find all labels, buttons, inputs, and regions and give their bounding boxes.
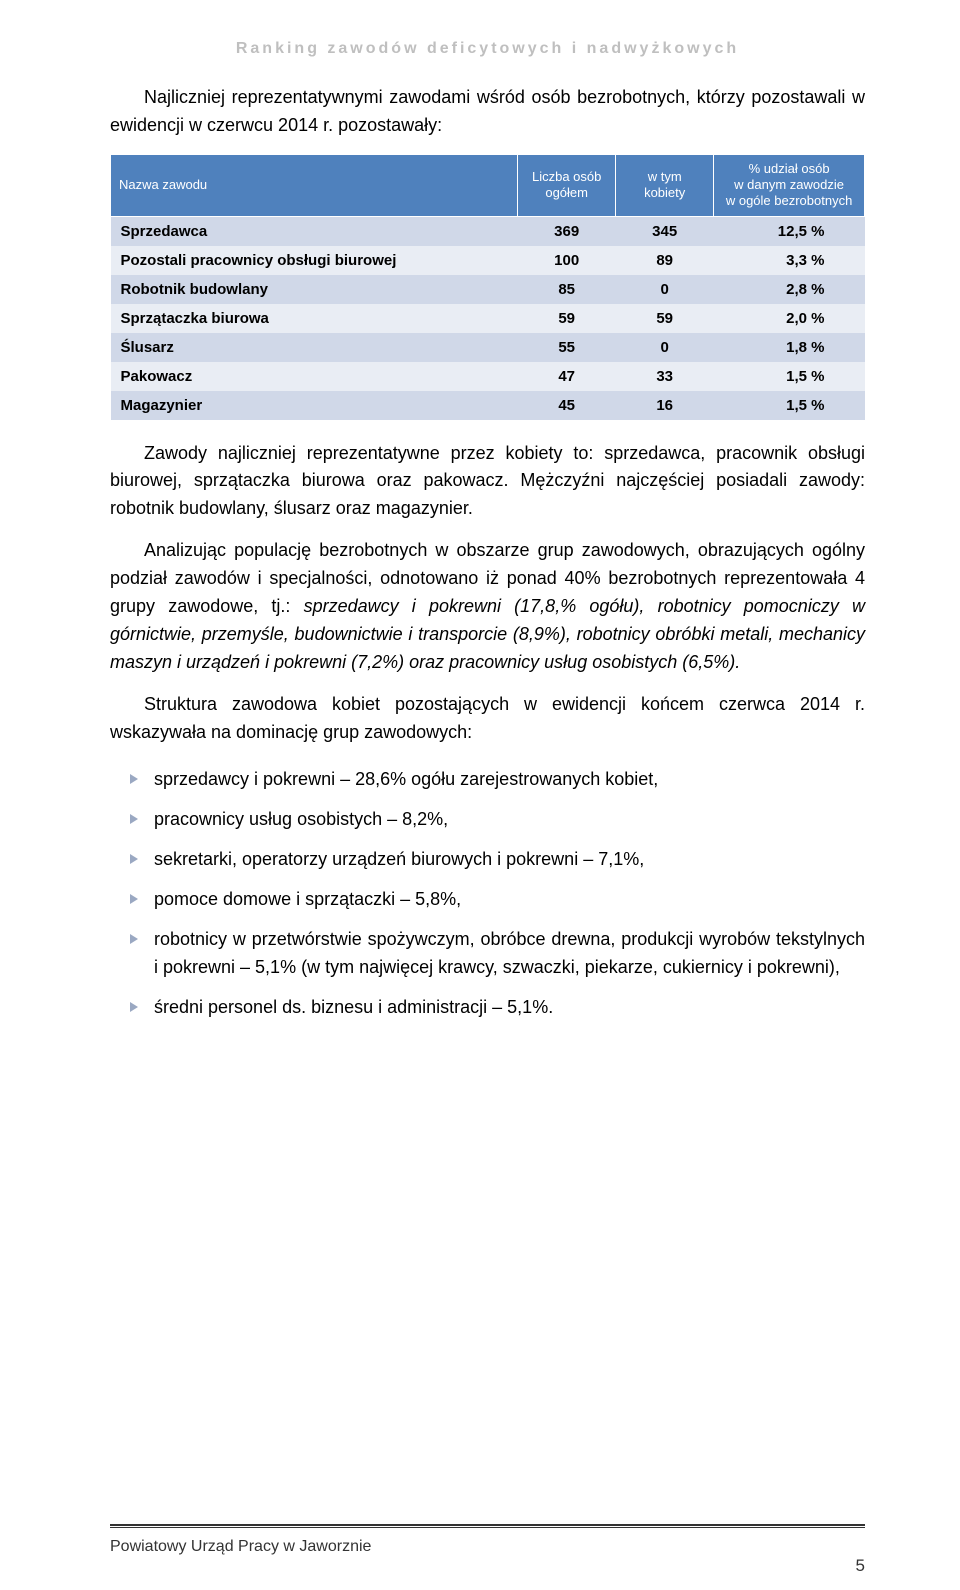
para-3: Struktura zawodowa kobiet pozostających … (110, 691, 865, 747)
cell-women: 59 (616, 304, 714, 333)
cell-share: 2,0 % (714, 304, 865, 333)
table-row: Sprzątaczka biurowa59592,0 % (111, 304, 865, 333)
table-row: Robotnik budowlany8502,8 % (111, 275, 865, 304)
th-name: Nazwa zawodu (111, 154, 518, 216)
cell-share: 1,5 % (714, 362, 865, 391)
table-row: Sprzedawca36934512,5 % (111, 216, 865, 246)
cell-name: Sprzątaczka biurowa (111, 304, 518, 333)
cell-share: 12,5 % (714, 216, 865, 246)
cell-women: 0 (616, 333, 714, 362)
th-women: w tym kobiety (616, 154, 714, 216)
th-total: Liczba osób ogółem (518, 154, 616, 216)
bullet-list: sprzedawcy i pokrewni – 28,6% ogółu zare… (110, 760, 865, 1027)
table-row: Magazynier45161,5 % (111, 391, 865, 420)
cell-share: 1,5 % (714, 391, 865, 420)
cell-women: 0 (616, 275, 714, 304)
cell-name: Pozostali pracownicy obsługi biurowej (111, 246, 518, 275)
list-item: sekretarki, operatorzy urządzeń biurowyc… (110, 840, 865, 880)
para-1: Zawody najliczniej reprezentatywne przez… (110, 440, 865, 524)
table-row: Ślusarz5501,8 % (111, 333, 865, 362)
cell-share: 1,8 % (714, 333, 865, 362)
cell-share: 3,3 % (714, 246, 865, 275)
occupations-table: Nazwa zawodu Liczba osób ogółem w tym ko… (110, 154, 865, 420)
running-header: Ranking zawodów deficytowych i nadwyżkow… (110, 40, 865, 58)
cell-name: Ślusarz (111, 333, 518, 362)
intro-paragraph: Najliczniej reprezentatywnymi zawodami w… (110, 84, 865, 140)
cell-total: 85 (518, 275, 616, 304)
cell-share: 2,8 % (714, 275, 865, 304)
cell-total: 45 (518, 391, 616, 420)
cell-name: Pakowacz (111, 362, 518, 391)
cell-women: 16 (616, 391, 714, 420)
cell-women: 89 (616, 246, 714, 275)
cell-total: 100 (518, 246, 616, 275)
table-row: Pozostali pracownicy obsługi biurowej100… (111, 246, 865, 275)
page-number: 5 (856, 1556, 865, 1576)
cell-women: 345 (616, 216, 714, 246)
list-item: pomoce domowe i sprzątaczki – 5,8%, (110, 880, 865, 920)
cell-total: 47 (518, 362, 616, 391)
footer-rule (110, 1524, 865, 1528)
list-item: średni personel ds. biznesu i administra… (110, 988, 865, 1028)
cell-name: Sprzedawca (111, 216, 518, 246)
table-row: Pakowacz47331,5 % (111, 362, 865, 391)
cell-women: 33 (616, 362, 714, 391)
list-item: robotnicy w przetwórstwie spożywczym, ob… (110, 920, 865, 988)
cell-total: 369 (518, 216, 616, 246)
cell-total: 55 (518, 333, 616, 362)
list-item: sprzedawcy i pokrewni – 28,6% ogółu zare… (110, 760, 865, 800)
th-share: % udział osób w danym zawodzie w ogóle b… (714, 154, 865, 216)
para-2: Analizując populację bezrobotnych w obsz… (110, 537, 865, 676)
cell-total: 59 (518, 304, 616, 333)
footer-left: Powiatowy Urząd Pracy w Jaworznie (110, 1538, 371, 1556)
cell-name: Magazynier (111, 391, 518, 420)
list-item: pracownicy usług osobistych – 8,2%, (110, 800, 865, 840)
cell-name: Robotnik budowlany (111, 275, 518, 304)
